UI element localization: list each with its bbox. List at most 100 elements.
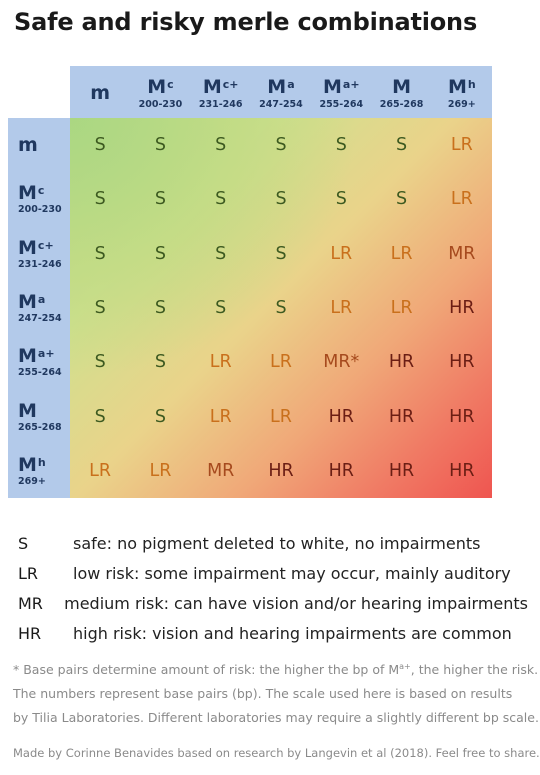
row-header-0: m [8, 118, 70, 172]
heatmap-cell-r1-c5: S [396, 189, 408, 210]
col-allele-symbol: M [267, 75, 287, 98]
legend-code: S [18, 533, 29, 553]
row-allele-symbol: M [18, 345, 37, 368]
heatmap-cell-r0-c3: S [275, 135, 287, 156]
row-allele-symbol: m [18, 134, 38, 157]
row-allele-label: M [18, 401, 37, 421]
row-bp-range: 255-264 [18, 367, 62, 379]
row-allele-superscript: a [37, 292, 46, 306]
col-header-5: M 265-268 [371, 66, 431, 118]
heatmap-cell-r2-c6: MR [448, 243, 476, 264]
col-allele-symbol: m [90, 82, 111, 104]
col-bp-range: 265-268 [379, 98, 424, 110]
legend-description: low risk: some impairment may occur, mai… [73, 563, 511, 583]
heatmap-cell-r6-c5: HR [388, 460, 415, 481]
col-allele-label: M [392, 77, 411, 97]
col-header-3: Ma 247-254 [251, 66, 311, 118]
heatmap-cell-r1-c4: S [335, 189, 347, 210]
row-header-2: Mc+ 231-246 [8, 227, 70, 281]
heatmap-cell-r5-c1: S [154, 406, 166, 427]
row-allele-superscript: a+ [37, 347, 55, 361]
row-allele-label: Mc [18, 183, 44, 203]
heatmap-cell-r0-c1: S [154, 135, 166, 156]
heatmap-cell-r5-c4: HR [328, 406, 354, 427]
row-allele-symbol: M [18, 453, 37, 476]
col-allele-label: Ma [267, 77, 294, 97]
footnote-text: * Base pairs determine amount of risk: t… [13, 662, 400, 677]
col-allele-label: Mc+ [203, 77, 239, 97]
col-allele-label: Ma+ [323, 77, 360, 97]
row-bp-range: 265-268 [18, 421, 62, 433]
col-allele-symbol: M [447, 75, 467, 98]
heatmap-cell-r5-c6: HR [449, 406, 475, 427]
heatmap-cell-r0-c5: S [396, 135, 408, 156]
legend-code: LR [18, 563, 39, 583]
col-allele-superscript: c+ [222, 77, 239, 91]
heatmap-cell-r0-c6: LR [450, 135, 473, 156]
col-allele-label: Mh [448, 77, 476, 97]
footnote-superscript: a+ [399, 662, 411, 671]
row-header-5: M 265-268 [8, 389, 70, 443]
row-bp-range: 269+ [18, 475, 46, 487]
heatmap-cell-r3-c1: S [154, 297, 166, 318]
heatmap-cell-r2-c2: S [215, 243, 227, 264]
footnote-base-pairs: * Base pairs determine amount of risk: t… [13, 658, 538, 682]
heatmap-cell-r3-c5: LR [390, 297, 413, 318]
footnotes: * Base pairs determine amount of risk: t… [13, 658, 539, 730]
col-allele-superscript: c [167, 77, 174, 91]
heatmap-cell-r0-c4: S [335, 135, 347, 156]
heatmap-cell-r4-c5: HR [388, 352, 415, 373]
legend-code: MR [18, 593, 43, 613]
col-header-0: m [70, 66, 130, 118]
legend-item-lr: LR low risk: some impairment may occur, m… [18, 558, 528, 588]
col-bp-range: 231-246 [198, 98, 243, 110]
heatmap-cell-r6-c3: HR [268, 460, 294, 481]
chart-title: Safe and risky merle combinations [14, 8, 478, 36]
footnote-scale-line1: The numbers represent base pairs (bp). T… [13, 686, 513, 701]
row-header-4: Ma+ 255-264 [8, 335, 70, 389]
col-header-2: Mc+ 231-246 [191, 66, 251, 118]
heatmap-cell-r6-c2: MR [207, 460, 235, 481]
row-allele-superscript: c [37, 184, 45, 198]
col-allele-symbol: M [392, 75, 411, 98]
heatmap-cell-r0-c0: S [94, 135, 106, 156]
heatmap-cell-r4-c2: LR [209, 352, 232, 373]
heatmap-cell-r1-c6: LR [450, 189, 473, 210]
heatmap-cell-r4-c4: MR* [323, 352, 360, 373]
heatmap-cell-r2-c4: LR [330, 243, 353, 264]
row-header-bar: m Mc 200-230 Mc+ 231-246 Ma 247-254 Ma+ 255-264 M… [8, 118, 70, 498]
heatmap-cell-r4-c0: S [94, 352, 106, 373]
col-bp-range: 269+ [447, 98, 476, 110]
row-header-3: Ma 247-254 [8, 281, 70, 335]
col-allele-symbol: M [147, 75, 167, 98]
col-allele-label: m [90, 83, 110, 103]
col-allele-label: Mc [147, 77, 173, 97]
column-header-bar: m Mc 200-230 Mc+ 231-246 Ma 247-254 Ma+ 255-264 M… [70, 66, 492, 118]
row-header-6: Mh 269+ [8, 444, 70, 498]
row-allele-superscript: h [37, 455, 46, 469]
row-allele-label: m [18, 135, 38, 155]
heatmap-cell-r5-c2: LR [209, 406, 232, 427]
heatmap-cell-r6-c4: HR [328, 460, 354, 481]
heatmap-cell-r4-c1: S [154, 352, 166, 373]
row-allele-label: Mc+ [18, 238, 54, 258]
col-header-6: Mh 269+ [432, 66, 492, 118]
col-bp-range: 255-264 [319, 98, 364, 110]
heatmap-cell-r6-c0: LR [89, 460, 112, 481]
col-allele-symbol: M [322, 75, 342, 98]
row-allele-symbol: M [18, 399, 37, 422]
col-bp-range: 247-254 [259, 98, 303, 110]
corner-cell [8, 66, 70, 118]
col-bp-range: 200-230 [138, 98, 183, 110]
heatmap-cell-r5-c0: S [94, 406, 106, 427]
heatmap-cell-r1-c1: S [154, 189, 166, 210]
row-allele-symbol: M [18, 236, 37, 259]
col-allele-superscript: a [287, 77, 295, 91]
heatmap-cell-r6-c1: LR [149, 460, 172, 481]
row-allele-label: Ma+ [18, 346, 55, 366]
heatmap-cell-r1-c3: S [275, 189, 287, 210]
heatmap-cell-r3-c0: S [94, 297, 106, 318]
heatmap-cell-r2-c0: S [94, 243, 106, 264]
